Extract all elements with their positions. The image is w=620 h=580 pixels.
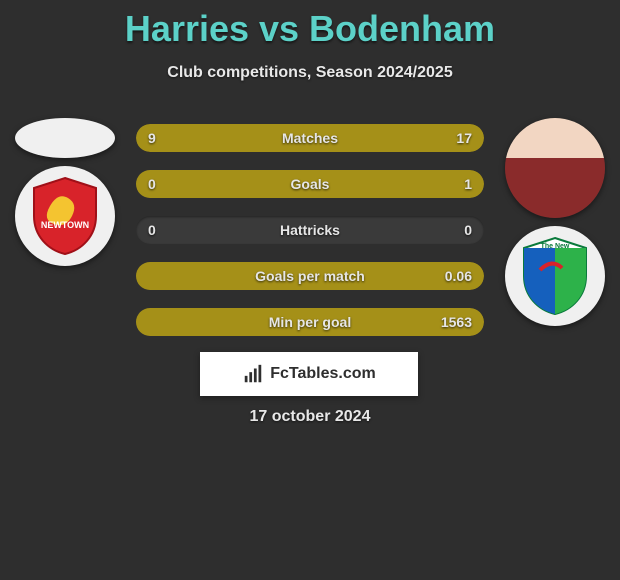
stat-label: Goals [136,170,484,198]
stat-row: 0.06Goals per match [136,262,484,290]
stat-label: Hattricks [136,216,484,244]
newtown-shield-icon: NEWTOWN [30,176,100,256]
stat-row: 1563Min per goal [136,308,484,336]
watermark-text: FcTables.com [270,365,376,383]
right-club-badge: The New [505,226,605,326]
page-subtitle: Club competitions, Season 2024/2025 [0,64,620,82]
stats-bars: 917Matches 01Goals 00Hattricks 0.06Goals pe… [136,124,484,354]
stat-row: 917Matches [136,124,484,152]
left-club-badge: NEWTOWN [15,166,115,266]
left-avatars: NEWTOWN [10,118,120,274]
stat-label: Min per goal [136,308,484,336]
stat-row: 01Goals [136,170,484,198]
watermark: FcTables.com [200,352,418,396]
new-saints-shield-icon: The New [520,236,590,316]
svg-text:NEWTOWN: NEWTOWN [41,220,89,230]
right-avatars: The New [500,118,610,334]
svg-text:The New: The New [541,243,570,250]
chart-icon [242,363,264,385]
page-title: Harries vs Bodenham [0,0,620,50]
right-player-avatar [505,118,605,218]
stat-label: Matches [136,124,484,152]
stat-row: 00Hattricks [136,216,484,244]
date-text: 17 october 2024 [0,408,620,426]
stat-label: Goals per match [136,262,484,290]
left-player-avatar [15,118,115,158]
